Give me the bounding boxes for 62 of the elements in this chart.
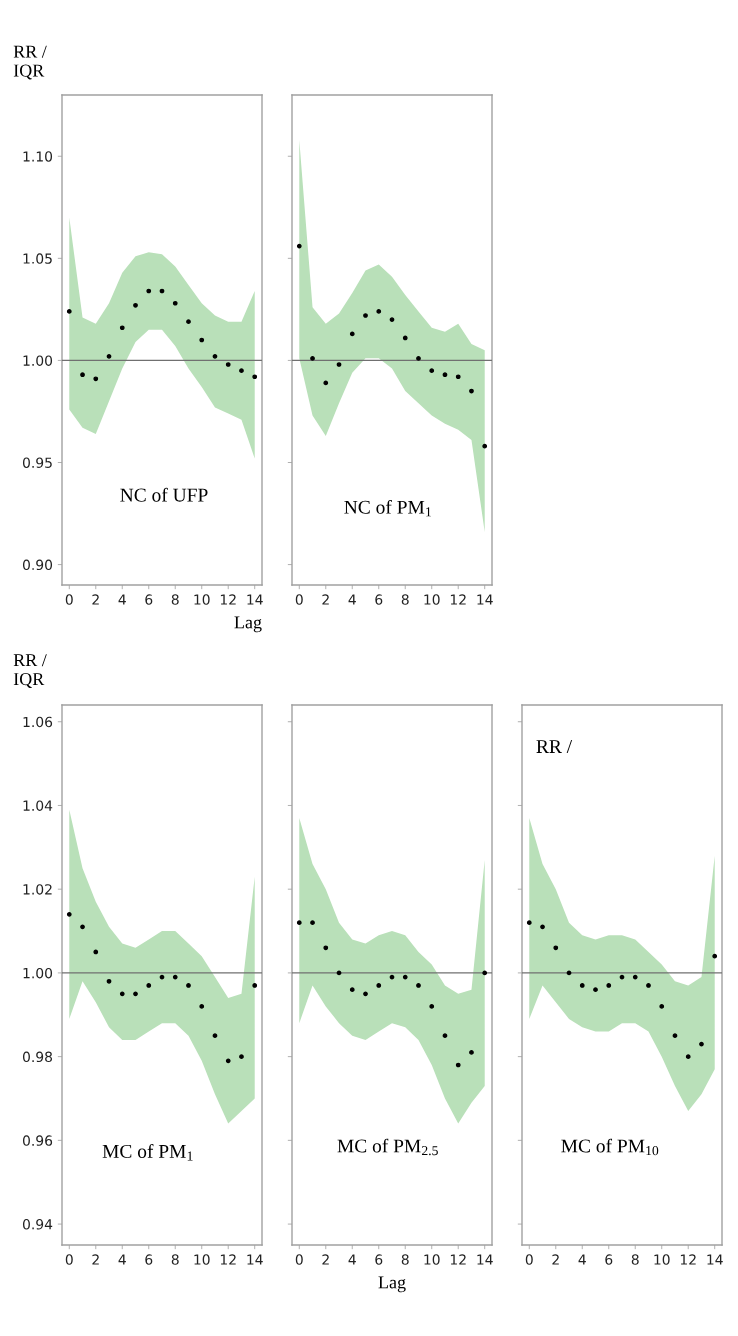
x-tick-label: 14 xyxy=(477,1254,493,1265)
x-tick-label: 10 xyxy=(424,594,440,605)
x-tick-label: 14 xyxy=(707,1254,723,1265)
x-tick-label: 0 xyxy=(65,1254,73,1265)
x-tick-label: 14 xyxy=(247,1254,263,1265)
x-tick-label: 12 xyxy=(450,594,466,605)
x-tick-label: 8 xyxy=(171,1254,179,1265)
y-tick-label: 1.04 xyxy=(23,800,53,811)
x-tick-label: 8 xyxy=(401,594,409,605)
x-tick-label: 6 xyxy=(375,594,383,605)
annotation: MC of PM$_{2.5}$ xyxy=(337,1138,438,1156)
y-tick-label: 1.06 xyxy=(23,716,53,728)
x-tick-label: 4 xyxy=(118,594,126,605)
x-axis-title: Lag xyxy=(378,1276,406,1293)
x-tick-label: 4 xyxy=(348,1254,356,1265)
annotation: RR / xyxy=(536,740,573,754)
x-tick-label: 10 xyxy=(194,594,210,605)
y-tick-label: 1.00 xyxy=(23,355,53,366)
x-tick-label: 2 xyxy=(322,1254,329,1265)
annotation: MC of PM$_{10}$ xyxy=(561,1138,659,1156)
x-tick-label: 12 xyxy=(220,594,236,605)
x-tick-label: 10 xyxy=(424,1254,440,1265)
x-tick-label: 4 xyxy=(348,594,356,605)
x-tick-label: 8 xyxy=(631,1254,639,1265)
y-axis-title: RR / IQR xyxy=(13,45,47,80)
annotation: MC of PM$_{1}$ xyxy=(102,1144,193,1161)
y-tick-label: 1.02 xyxy=(23,884,52,895)
y-tick-label: 1.10 xyxy=(23,151,53,162)
x-tick-label: 10 xyxy=(654,1254,670,1265)
y-tick-label: 1.05 xyxy=(23,253,52,264)
x-tick-label: 6 xyxy=(145,1254,153,1265)
x-tick-label: 2 xyxy=(92,1254,99,1265)
x-tick-label: 4 xyxy=(578,1254,586,1265)
x-tick-label: 10 xyxy=(194,1254,210,1265)
x-tick-label: 12 xyxy=(450,1254,466,1265)
x-tick-label: 2 xyxy=(552,1254,559,1265)
y-tick-label: 0.90 xyxy=(22,559,53,571)
x-tick-label: 2 xyxy=(322,594,329,605)
x-tick-label: 14 xyxy=(247,594,263,605)
y-tick-label: 1.00 xyxy=(23,967,53,979)
x-tick-label: 0 xyxy=(295,1254,303,1265)
y-tick-label: 0.96 xyxy=(22,1135,53,1146)
annotation: NC of UFP xyxy=(120,487,208,502)
x-tick-label: 6 xyxy=(375,1254,383,1265)
x-tick-label: 0 xyxy=(525,1254,533,1265)
x-tick-label: 6 xyxy=(605,1254,613,1265)
x-tick-label: 8 xyxy=(171,594,179,605)
x-axis-title: Lag xyxy=(234,616,262,633)
x-tick-label: 12 xyxy=(680,1254,696,1265)
x-tick-label: 8 xyxy=(401,1254,409,1265)
x-tick-label: 6 xyxy=(145,594,153,605)
x-tick-label: 12 xyxy=(220,1254,236,1265)
y-axis-title: RR / IQR xyxy=(13,654,47,688)
y-tick-label: 0.98 xyxy=(22,1051,53,1063)
x-tick-label: 14 xyxy=(477,594,493,605)
x-tick-label: 0 xyxy=(295,594,303,605)
y-tick-label: 0.94 xyxy=(22,1219,53,1230)
x-tick-label: 4 xyxy=(118,1254,126,1265)
x-tick-label: 2 xyxy=(92,594,99,605)
annotation: NC of PM$_{1}$ xyxy=(344,499,431,517)
y-tick-label: 0.95 xyxy=(22,457,52,468)
x-tick-label: 0 xyxy=(65,594,73,605)
